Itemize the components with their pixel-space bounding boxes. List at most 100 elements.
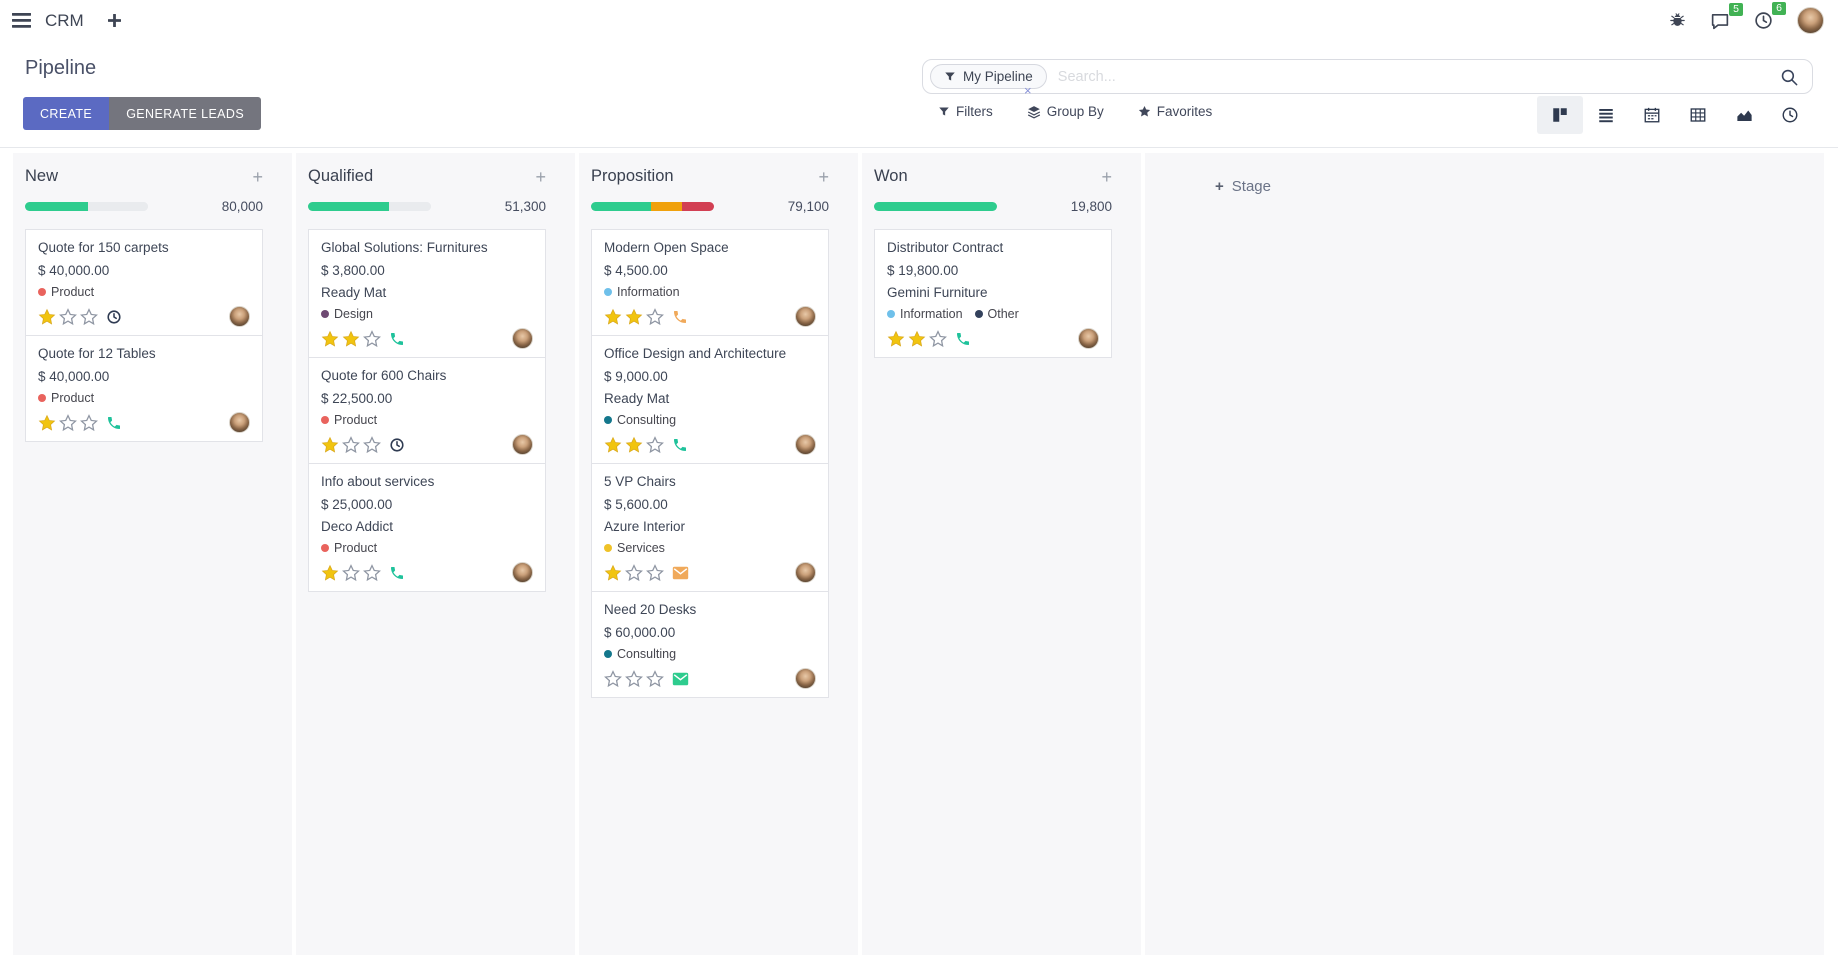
star-empty-icon[interactable] [646, 435, 664, 454]
star-empty-icon[interactable] [363, 329, 381, 348]
star-filled-icon[interactable] [321, 330, 339, 348]
star-empty-icon[interactable] [59, 413, 77, 432]
quick-add-plus-icon[interactable]: + [1101, 166, 1112, 187]
column-title[interactable]: Qualified [308, 167, 374, 185]
kanban-card[interactable]: Modern Open Space $ 4,500.00 Information [591, 229, 829, 336]
clock-activity-icon[interactable] [106, 309, 122, 325]
column-progressbar[interactable] [25, 202, 148, 211]
star-empty-icon[interactable] [646, 669, 664, 688]
view-graph-button[interactable] [1721, 96, 1767, 134]
search-icon[interactable] [1780, 68, 1799, 87]
view-kanban-button[interactable] [1537, 96, 1583, 134]
column-title[interactable]: Proposition [591, 167, 674, 185]
star-empty-icon[interactable] [342, 435, 360, 454]
star-filled-icon[interactable] [604, 308, 622, 326]
phone-activity-icon[interactable] [955, 331, 971, 347]
kanban-card[interactable]: Quote for 150 carpets $ 40,000.00 Produc… [25, 229, 263, 336]
star-filled-icon[interactable] [321, 564, 339, 582]
phone-activity-icon[interactable] [106, 415, 122, 431]
favorites-menu[interactable]: Favorites [1138, 104, 1212, 119]
create-button[interactable]: CREATE [23, 97, 110, 130]
star-filled-icon[interactable] [604, 436, 622, 454]
star-empty-icon[interactable] [59, 307, 77, 326]
phone-activity-icon[interactable] [672, 309, 688, 325]
salesperson-avatar[interactable] [512, 328, 533, 349]
progress-segment[interactable] [874, 202, 997, 211]
quick-add-plus-icon[interactable]: + [818, 166, 829, 187]
kanban-card[interactable]: Global Solutions: Furnitures $ 3,800.00 … [308, 229, 546, 358]
kanban-card[interactable]: Info about services $ 25,000.00 Deco Add… [308, 463, 546, 592]
group-by-menu[interactable]: Group By [1027, 104, 1104, 119]
clock-activity-icon[interactable] [389, 437, 405, 453]
progress-segment[interactable] [682, 202, 714, 211]
star-empty-icon[interactable] [646, 307, 664, 326]
kanban-card[interactable]: Office Design and Architecture $ 9,000.0… [591, 335, 829, 464]
salesperson-avatar[interactable] [795, 668, 816, 689]
progress-segment[interactable] [591, 202, 652, 211]
search-bar[interactable]: My Pipeline Search... × [922, 59, 1813, 98]
salesperson-avatar[interactable] [512, 434, 533, 455]
app-name[interactable]: CRM [45, 10, 84, 30]
star-filled-icon[interactable] [908, 330, 926, 348]
star-empty-icon[interactable] [646, 563, 664, 582]
star-filled-icon[interactable] [321, 436, 339, 454]
salesperson-avatar[interactable] [512, 562, 533, 583]
activities-menu[interactable]: 6 [1754, 2, 1786, 30]
salesperson-avatar[interactable] [1078, 328, 1099, 349]
column-title[interactable]: New [25, 167, 59, 185]
phone-activity-icon[interactable] [389, 331, 405, 347]
debug-bug-icon[interactable] [1669, 12, 1686, 29]
star-empty-icon[interactable] [363, 563, 381, 582]
star-filled-icon[interactable] [625, 436, 643, 454]
kanban-card[interactable]: Quote for 600 Chairs $ 22,500.00 Product [308, 357, 546, 464]
add-tab-plus-icon[interactable] [107, 14, 121, 27]
star-filled-icon[interactable] [38, 414, 56, 432]
search-input[interactable]: Search... [1057, 68, 1116, 85]
progress-segment[interactable] [308, 202, 390, 211]
kanban-card[interactable]: 5 VP Chairs $ 5,600.00 Azure Interior Se… [591, 463, 829, 592]
star-empty-icon[interactable] [363, 435, 381, 454]
hamburger-menu-icon[interactable] [12, 13, 31, 28]
salesperson-avatar[interactable] [229, 306, 250, 327]
view-pivot-button[interactable] [1675, 96, 1721, 134]
star-empty-icon[interactable] [342, 563, 360, 582]
salesperson-avatar[interactable] [795, 306, 816, 327]
view-activity-button[interactable] [1767, 96, 1813, 134]
view-list-button[interactable] [1583, 96, 1629, 134]
progress-segment[interactable] [389, 202, 431, 211]
column-progressbar[interactable] [591, 202, 714, 211]
star-empty-icon[interactable] [80, 413, 98, 432]
star-filled-icon[interactable] [625, 308, 643, 326]
star-empty-icon[interactable] [604, 669, 622, 688]
mail-activity-icon[interactable] [672, 672, 689, 686]
generate-leads-button[interactable]: GENERATE LEADS [109, 97, 262, 130]
salesperson-avatar[interactable] [795, 562, 816, 583]
star-filled-icon[interactable] [38, 308, 56, 326]
star-filled-icon[interactable] [342, 330, 360, 348]
star-empty-icon[interactable] [929, 329, 947, 348]
filters-menu[interactable]: Filters [938, 104, 993, 119]
progress-segment[interactable] [25, 202, 88, 211]
star-filled-icon[interactable] [887, 330, 905, 348]
progress-segment[interactable] [651, 202, 683, 211]
phone-activity-icon[interactable] [389, 565, 405, 581]
column-progressbar[interactable] [308, 202, 431, 211]
salesperson-avatar[interactable] [795, 434, 816, 455]
messages-menu[interactable]: 5 [1710, 2, 1743, 30]
view-calendar-button[interactable] [1629, 96, 1675, 134]
salesperson-avatar[interactable] [229, 412, 250, 433]
quick-add-plus-icon[interactable]: + [252, 166, 263, 187]
mail-activity-icon[interactable] [672, 566, 689, 580]
star-empty-icon[interactable] [625, 563, 643, 582]
star-empty-icon[interactable] [625, 669, 643, 688]
add-stage-button[interactable]: + Stage [1215, 178, 1271, 195]
phone-activity-icon[interactable] [672, 437, 688, 453]
remove-facet-icon[interactable]: × [1024, 83, 1032, 98]
column-progressbar[interactable] [874, 202, 997, 211]
kanban-card[interactable]: Quote for 12 Tables $ 40,000.00 Product [25, 335, 263, 442]
user-avatar[interactable] [1797, 7, 1824, 34]
kanban-card[interactable]: Distributor Contract $ 19,800.00 Gemini … [874, 229, 1112, 358]
search-facet-my-pipeline[interactable]: My Pipeline [930, 64, 1047, 89]
quick-add-plus-icon[interactable]: + [535, 166, 546, 187]
progress-segment[interactable] [87, 202, 148, 211]
